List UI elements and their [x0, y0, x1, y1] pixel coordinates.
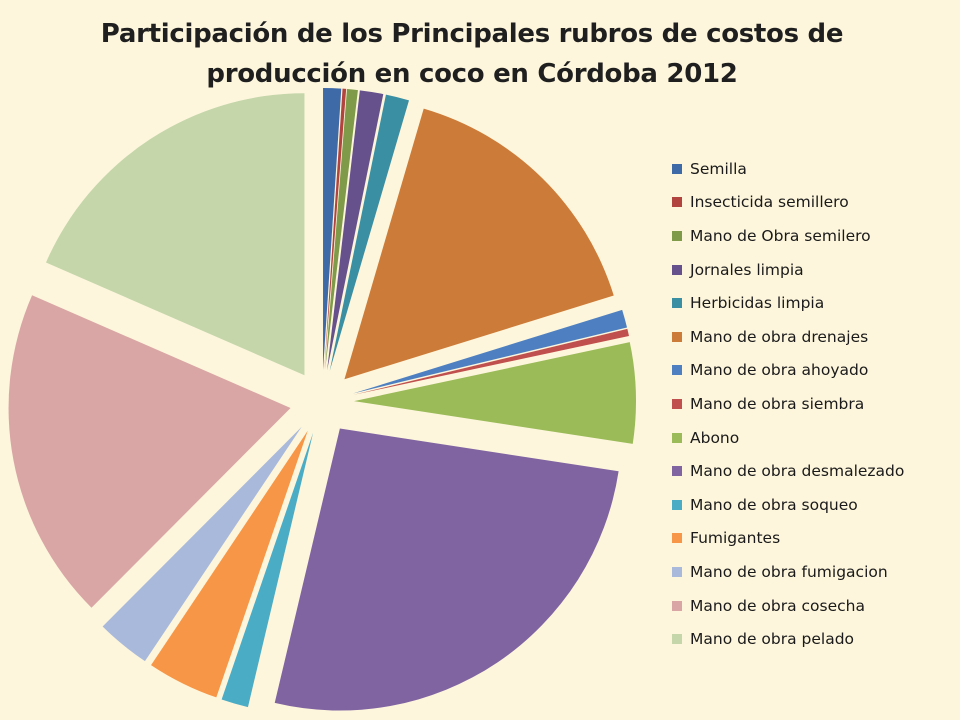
legend-item-6: Mano de obra drenajes — [672, 320, 952, 354]
legend-label: Semilla — [690, 159, 747, 178]
legend-label: Mano de obra ahoyado — [690, 361, 869, 380]
legend-swatch — [672, 398, 682, 409]
chart-title: Participación de los Principales rubros … — [0, 14, 944, 94]
legend-label: Mano de obra pelado — [690, 630, 855, 649]
legend-item-15: Mano de obra pelado — [672, 622, 952, 656]
pie-slice-8 — [353, 328, 629, 395]
pie-slice-9 — [353, 342, 636, 444]
legend-swatch — [672, 566, 682, 577]
pie-slice-15 — [45, 93, 305, 376]
legend-swatch — [672, 499, 682, 510]
legend-label: Mano de obra desmalezado — [690, 462, 905, 481]
legend-swatch — [672, 197, 682, 208]
pie-slice-6 — [344, 108, 614, 380]
pie-slice-5 — [329, 94, 409, 371]
legend-label: Mano de obra cosecha — [690, 596, 865, 615]
legend-item-2: Insecticida semillero — [672, 186, 952, 220]
legend-item-11: Mano de obra soqueo — [672, 488, 952, 522]
legend-swatch — [672, 600, 682, 611]
chart-title-line-2: producción en coco en Córdoba 2012 — [206, 59, 738, 89]
legend-swatch — [672, 264, 682, 275]
legend-item-4: Jornales limpia — [672, 253, 952, 287]
legend-item-7: Mano de obra ahoyado — [672, 354, 952, 388]
pie-slice-10 — [274, 428, 619, 711]
pie-slice-4 — [327, 90, 384, 371]
legend-swatch — [672, 230, 682, 241]
legend-item-12: Fumigantes — [672, 522, 952, 556]
legend-swatch — [672, 163, 682, 174]
legend-label: Mano de Obra semilero — [690, 226, 871, 245]
legend-label: Jornales limpia — [690, 260, 804, 279]
pie-slice-3 — [325, 89, 358, 371]
legend-swatch — [672, 634, 682, 645]
legend-item-10: Mano de obra desmalezado — [672, 454, 952, 488]
legend-item-14: Mano de obra cosecha — [672, 589, 952, 623]
legend-label: Mano de obra drenajes — [690, 327, 869, 346]
legend-item-3: Mano de Obra semilero — [672, 219, 952, 253]
pie-slice-12 — [151, 430, 308, 698]
pie-slice-13 — [102, 426, 302, 662]
chart-title-line-1: Participación de los Principales rubros … — [100, 19, 844, 49]
pie-slice-2 — [324, 88, 347, 371]
pie-slice-1 — [323, 88, 342, 371]
legend-item-5: Herbicidas limpia — [672, 286, 952, 320]
chart-legend: Semilla Insecticida semillero Mano de Obra… — [672, 152, 952, 656]
pie-slice-11 — [221, 432, 314, 708]
legend-item-9: Abono — [672, 421, 952, 455]
legend-label: Insecticida semillero — [690, 193, 849, 212]
legend-item-13: Mano de obra fumigacion — [672, 555, 952, 589]
legend-swatch — [672, 533, 682, 544]
legend-swatch — [672, 466, 682, 477]
legend-item-8: Mano de obra siembra — [672, 387, 952, 421]
legend-swatch — [672, 432, 682, 443]
legend-label: Abono — [690, 428, 740, 447]
pie-slice-7 — [352, 309, 628, 394]
legend-swatch — [672, 365, 682, 376]
pie-slice-14 — [8, 295, 291, 608]
legend-swatch — [672, 298, 682, 309]
legend-item-1: Semilla — [672, 152, 952, 186]
legend-label: Herbicidas limpia — [690, 294, 825, 313]
legend-label: Fumigantes — [690, 529, 781, 548]
legend-label: Mano de obra soqueo — [690, 495, 858, 514]
legend-swatch — [672, 331, 682, 342]
legend-label: Mano de obra fumigacion — [690, 562, 888, 581]
legend-label: Mano de obra siembra — [690, 394, 865, 413]
